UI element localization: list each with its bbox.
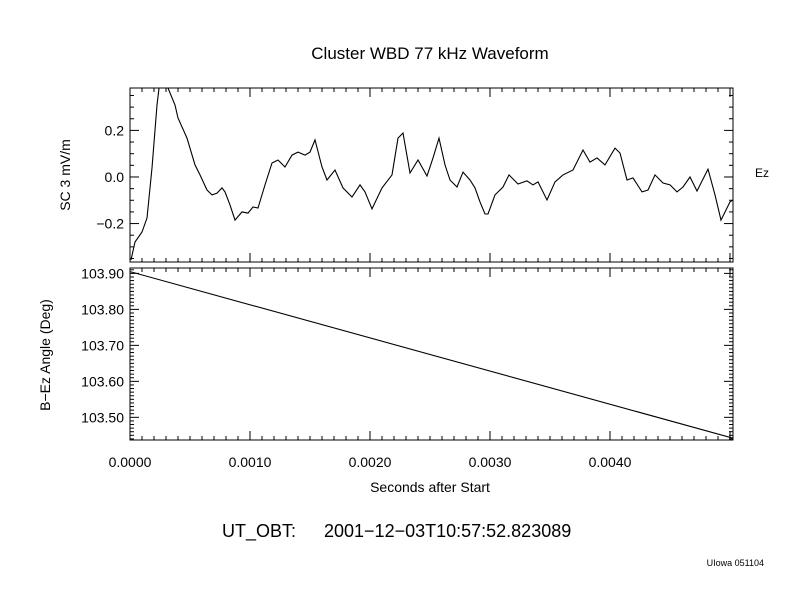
y-tick-label: 0.2	[105, 122, 125, 138]
chart-title: Cluster WBD 77 kHz Waveform	[311, 44, 548, 63]
y-tick-label: −0.2	[96, 216, 124, 232]
plot-frame	[129, 87, 734, 263]
ez-right-label: Ez	[755, 166, 769, 180]
y-tick-label: 103.50	[81, 409, 124, 425]
x-tick-label: 0.0010	[229, 454, 272, 470]
credit-label: UIowa 051104	[707, 558, 764, 568]
y-tick-label: 103.90	[81, 265, 124, 281]
x-axis-label: Seconds after Start	[370, 479, 490, 495]
ut-label: UT_OBT:	[222, 521, 296, 542]
x-tick-label: 0.0030	[469, 454, 512, 470]
x-tick-label: 0.0040	[589, 454, 632, 470]
series-line	[130, 271, 733, 439]
ez-panel: −0.2 0.0 0.2	[96, 87, 734, 263]
y-tick-label: 103.70	[81, 337, 124, 353]
ut-value: 2001−12−03T10:57:52.823089	[324, 521, 571, 541]
y-tick-label: 103.60	[81, 373, 124, 389]
angle-panel: 103.50 103.60 103.70 103.80 103.90 0.0000 0.00…	[81, 265, 734, 470]
series-line	[130, 88, 733, 261]
y-tick-label: 103.80	[81, 301, 124, 317]
plot-frame	[129, 267, 734, 441]
x-tick-label: 0.0000	[109, 454, 152, 470]
x-tick-label: 0.0020	[349, 454, 392, 470]
ez-ylabel: SC 3 mV/m	[57, 139, 73, 211]
y-tick-label: 0.0	[105, 169, 125, 185]
angle-ylabel: B−Ez Angle (Deg)	[37, 299, 53, 411]
